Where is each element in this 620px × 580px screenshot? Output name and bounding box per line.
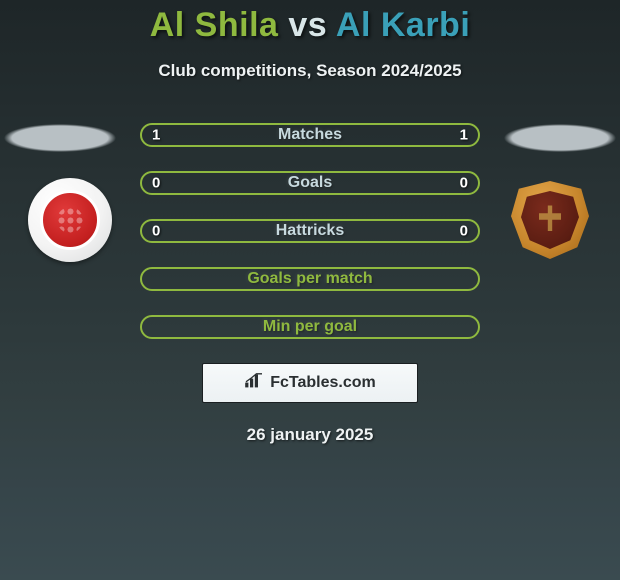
watermark-badge: FcTables.com xyxy=(202,363,418,403)
stat-row-matches: 1 Matches 1 xyxy=(140,123,480,147)
stat-label: Goals xyxy=(288,174,332,192)
stat-right-value: 0 xyxy=(460,175,468,192)
subtitle: Club competitions, Season 2024/2025 xyxy=(0,61,620,81)
stat-right-value: 1 xyxy=(460,127,468,144)
stat-label: Hattricks xyxy=(276,222,344,240)
barchart-icon xyxy=(244,373,264,394)
watermark-text: FcTables.com xyxy=(270,374,376,392)
stat-left-value: 0 xyxy=(152,175,160,192)
crest-right-icon xyxy=(511,181,589,259)
player2-name: Al Karbi xyxy=(336,6,470,44)
stat-row-hattricks: 0 Hattricks 0 xyxy=(140,219,480,243)
stat-row-goals-per-match: Goals per match xyxy=(140,267,480,291)
player1-name: Al Shila xyxy=(150,6,279,44)
stat-label: Goals per match xyxy=(247,270,372,288)
stat-row-goals: 0 Goals 0 xyxy=(140,171,480,195)
crest-left-icon xyxy=(40,190,100,250)
team-left-logo xyxy=(28,178,112,262)
stat-right-value: 0 xyxy=(460,223,468,240)
stats-list: 1 Matches 1 0 Goals 0 0 Hattricks 0 Goal… xyxy=(140,123,480,339)
shield-icon xyxy=(511,181,589,259)
team-right-logo xyxy=(508,178,592,262)
stat-label: Min per goal xyxy=(263,318,357,336)
stat-label: Matches xyxy=(278,126,342,144)
stat-row-min-per-goal: Min per goal xyxy=(140,315,480,339)
page-title: Al Shila vs Al Karbi xyxy=(0,0,620,45)
stat-left-value: 1 xyxy=(152,127,160,144)
stat-left-value: 0 xyxy=(152,223,160,240)
vs-text: vs xyxy=(288,6,327,44)
date-text: 26 january 2025 xyxy=(0,425,620,445)
